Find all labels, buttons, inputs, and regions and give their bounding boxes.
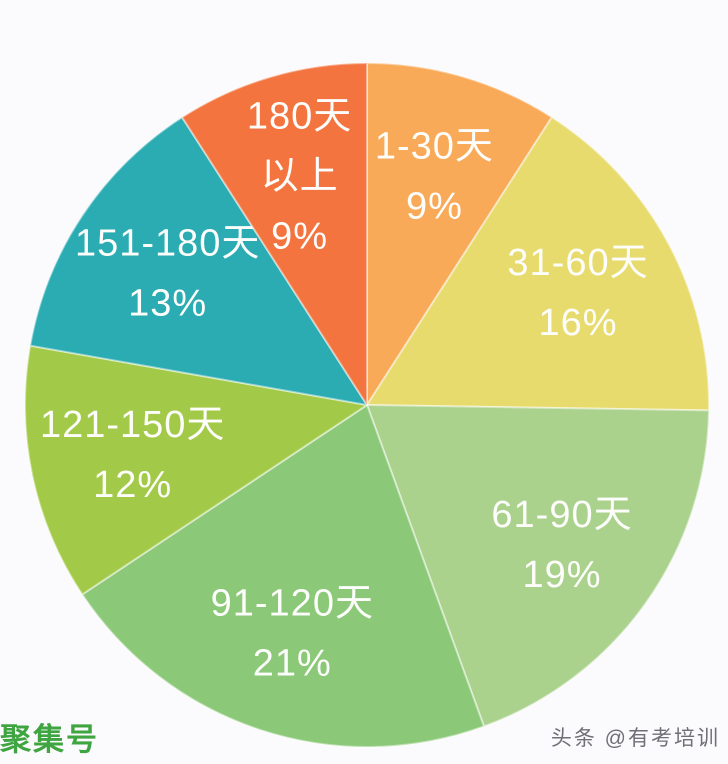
pie-slice-label-6: 180天以上 9% (247, 95, 352, 257)
pie-slice-2 (366, 404, 710, 728)
pie-slice-6 (181, 62, 368, 406)
pie-slice-label-5: 151-180天 13% (75, 222, 260, 324)
pie-slice-5 (29, 116, 368, 406)
pie-slice-4 (24, 344, 368, 596)
pie-slice-3 (81, 404, 485, 748)
pie-slice-0 (366, 62, 553, 406)
watermark-toutiao: 头条 @有考培训 (550, 727, 720, 750)
pie-slice-label-0: 1-30天 9% (375, 125, 494, 227)
pie-slice-label-4: 121-150天 12% (40, 404, 225, 506)
pie-slice-1 (366, 116, 710, 412)
watermark-jujihao: 聚集号 (0, 722, 99, 757)
pie-slice-label-3: 91-120天 21% (211, 582, 374, 684)
pie-slice-label-1: 31-60天 16% (507, 242, 648, 344)
pie-slice-label-2: 61-90天 19% (491, 494, 632, 596)
